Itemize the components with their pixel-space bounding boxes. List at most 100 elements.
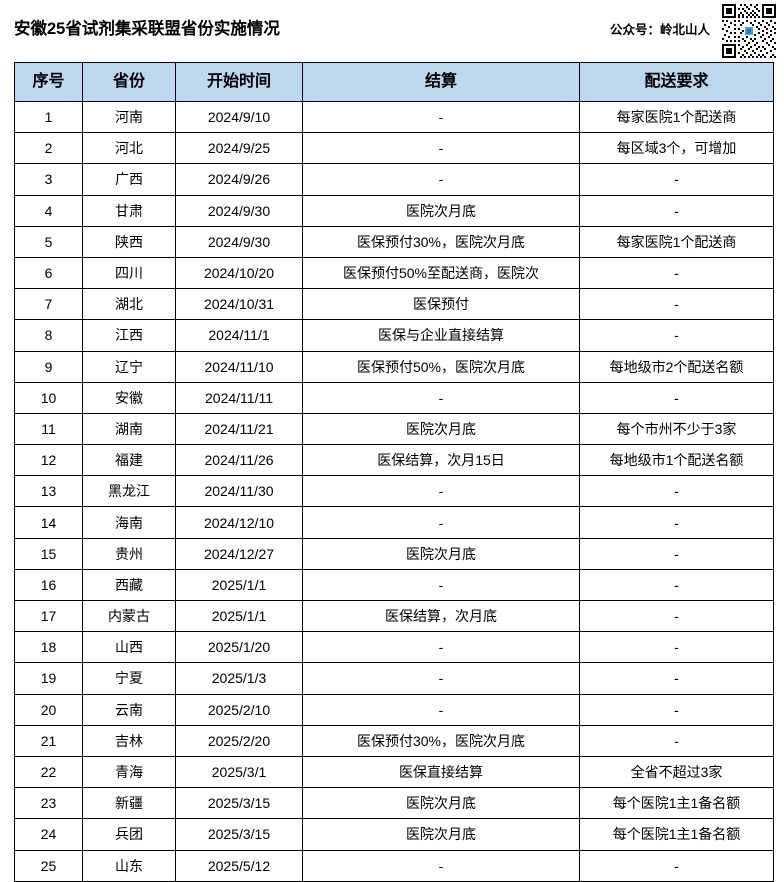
cell-province: 宁夏 [82,662,176,695]
cell-settlement: - [302,631,580,664]
cell-no: 25 [14,849,83,882]
cell-province: 云南 [82,693,176,726]
cell-province: 西藏 [82,568,176,602]
table-row: 10 安徽 2024/11/11- - [14,381,774,414]
table-row: 22 青海 2025/3/1 医保直接结算 全省不超过3家 [14,755,774,789]
cell-start-date: 2025/3/15 [175,787,303,820]
cell-settlement: 医院次月底 [302,818,580,851]
table-row: 3 广西 2024/9/26- - [14,163,774,196]
cell-delivery: - [579,662,774,695]
table-row: 4 甘肃 2024/9/30 医院次月底 - [14,194,774,227]
cell-no: 11 [14,412,83,446]
cell-no: 7 [14,288,83,321]
cell-settlement: - [302,662,580,695]
table-row: 11 湖南 2024/11/21 医院次月底 每个市州不少于3家 [14,412,774,446]
cell-province: 安徽 [82,381,176,414]
table-row: 14 海南 2024/12/10- - [14,506,774,539]
cell-province: 辽宁 [82,350,176,383]
cell-start-date: 2024/11/10 [175,350,303,383]
cell-province: 海南 [82,506,176,539]
cell-settlement: 医保结算，次月15日 [302,444,580,477]
cell-delivery: - [579,381,774,414]
cell-no: 12 [14,444,83,477]
cell-start-date: 2024/12/10 [175,506,303,539]
cell-delivery: - [579,288,774,321]
table-row: 21 吉林 2025/2/20 医保预付30%，医院次月底 - [14,724,774,757]
cell-province: 广西 [82,163,176,196]
cell-no: 6 [14,256,83,290]
cell-start-date: 2024/10/20 [175,256,303,290]
table-row: 8 江西 2024/11/1 医保与企业直接结算 - [14,319,774,352]
qr-code-icon [720,2,778,60]
table-row: 20 云南 2025/2/10- - [14,693,774,726]
cell-no: 17 [14,599,83,633]
column-header-no: 序号 [14,62,83,102]
document-header: 安徽25省试剂集采联盟省份实施情况 公众号：岭北山人 [0,0,784,60]
cell-start-date: 2024/9/26 [175,163,303,196]
cell-delivery: - [579,475,774,508]
cell-delivery: - [579,849,774,882]
cell-settlement: 医院次月底 [302,787,580,820]
table-row: 9 辽宁 2024/11/10 医保预付50%，医院次月底 每地级市2个配送名额 [14,350,774,383]
cell-delivery: - [579,537,774,570]
cell-no: 22 [14,755,83,789]
cell-start-date: 2024/11/1 [175,319,303,352]
cell-settlement: - [302,381,580,414]
table-row: 2 河北 2024/9/25- 每区域3个，可增加 [14,132,774,165]
table-body: 1 河南 2024/9/10- 每家医院1个配送商 2 河北 2024/9/25- 每区域3个… [14,100,774,882]
cell-province: 黑龙江 [82,475,176,508]
table-row: 13 黑龙江 2024/11/30- - [14,475,774,508]
table-row: 18 山西 2025/1/20- - [14,631,774,664]
cell-delivery: 每区域3个，可增加 [579,132,774,165]
cell-start-date: 2025/5/12 [175,849,303,882]
cell-start-date: 2024/9/30 [175,194,303,227]
cell-province: 湖南 [82,412,176,446]
cell-no: 9 [14,350,83,383]
implementation-table-container: 序号 省份 开始时间 结算 配送要求 1 河南 2024/9/10- 每家医院1个配送… [14,62,774,882]
cell-settlement: 医保预付50%至配送商，医院次 [302,256,580,290]
cell-start-date: 2025/3/15 [175,818,303,851]
cell-start-date: 2024/12/27 [175,537,303,570]
cell-start-date: 2025/1/3 [175,662,303,695]
table-row: 19 宁夏 2025/1/3- - [14,662,774,695]
cell-province: 新疆 [82,787,176,820]
cell-no: 13 [14,475,83,508]
cell-delivery: - [579,506,774,539]
cell-province: 山西 [82,631,176,664]
cell-delivery: 每地级市1个配送名额 [579,444,774,477]
cell-province: 福建 [82,444,176,477]
cell-start-date: 2024/9/30 [175,225,303,258]
cell-settlement: - [302,100,580,134]
cell-settlement: 医院次月底 [302,412,580,446]
cell-province: 陕西 [82,225,176,258]
cell-settlement: 医保预付30%，医院次月底 [302,724,580,757]
table-row: 17 内蒙古 2025/1/1 医保结算，次月底 - [14,599,774,633]
cell-no: 14 [14,506,83,539]
cell-delivery: - [579,194,774,227]
table-row: 24 兵团 2025/3/15 医院次月底 每个医院1主1备名额 [14,818,774,851]
cell-no: 2 [14,132,83,165]
cell-settlement: - [302,163,580,196]
table-header: 序号 省份 开始时间 结算 配送要求 [14,62,774,102]
cell-start-date: 2024/11/11 [175,381,303,414]
cell-province: 吉林 [82,724,176,757]
cell-province: 甘肃 [82,194,176,227]
cell-settlement: 医保直接结算 [302,755,580,789]
cell-province: 贵州 [82,537,176,570]
cell-no: 19 [14,662,83,695]
cell-start-date: 2025/1/1 [175,599,303,633]
cell-settlement: 医院次月底 [302,537,580,570]
cell-delivery: 每个医院1主1备名额 [579,787,774,820]
cell-delivery: 每个市州不少于3家 [579,412,774,446]
implementation-table: 序号 省份 开始时间 结算 配送要求 1 河南 2024/9/10- 每家医院1个配送… [14,62,774,882]
cell-no: 1 [14,100,83,134]
column-header-province: 省份 [82,62,176,102]
table-row: 25 山东 2025/5/12- - [14,849,774,882]
cell-no: 3 [14,163,83,196]
cell-no: 23 [14,787,83,820]
cell-delivery: - [579,693,774,726]
cell-settlement: - [302,132,580,165]
cell-start-date: 2025/2/20 [175,724,303,757]
cell-province: 兵团 [82,818,176,851]
